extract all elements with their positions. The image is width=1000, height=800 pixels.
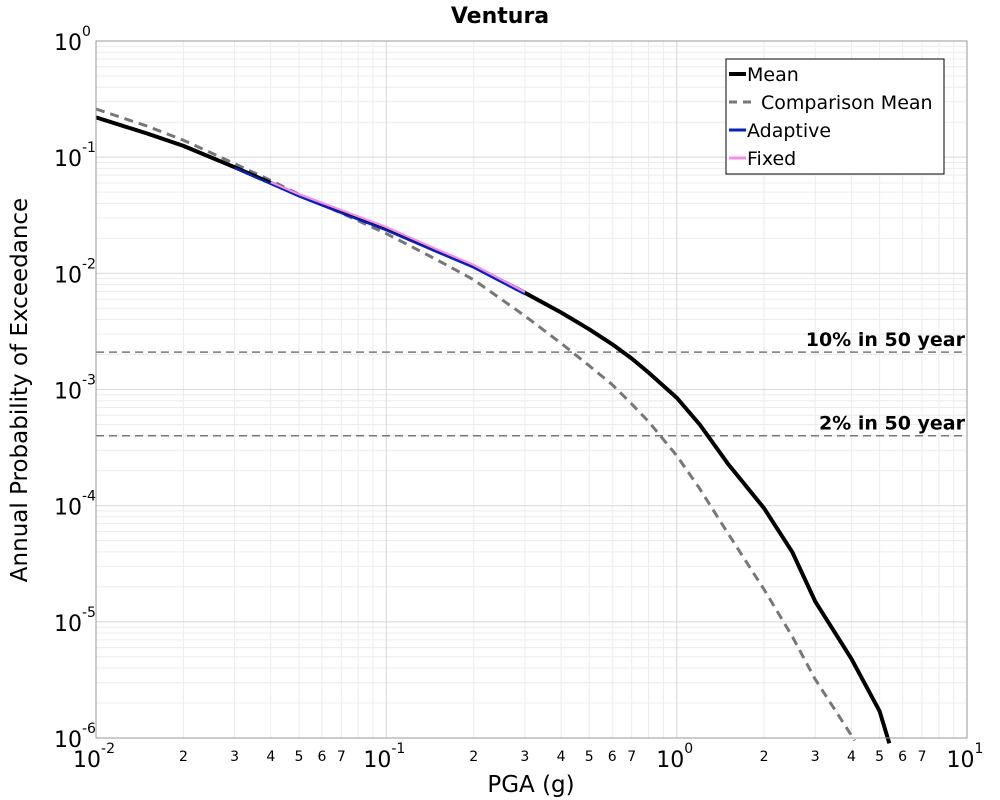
y-major-tick-label: 100 xyxy=(54,24,91,56)
legend-label: Fixed xyxy=(747,148,796,170)
x-minor-tick-label: 7 xyxy=(337,749,346,765)
y-major-tick-label: 10-2 xyxy=(54,256,96,288)
x-minor-tick-label: 5 xyxy=(875,749,884,765)
reference-line-label: 10% in 50 year xyxy=(806,329,966,351)
x-minor-tick-label: 2 xyxy=(760,749,769,765)
legend-label: Mean xyxy=(747,64,799,86)
legend: Mean Comparison Mean Adaptive Fixed xyxy=(725,58,945,175)
y-axis-ticks: 100 10-1 10-2 10-3 10-4 10-5 10-6 xyxy=(54,24,96,753)
y-major-tick-label: 10-5 xyxy=(54,605,96,637)
legend-label: Adaptive xyxy=(747,120,831,142)
reference-line-label: 2% in 50 year xyxy=(819,413,966,435)
x-minor-tick-label: 2 xyxy=(179,749,188,765)
legend-label: Comparison Mean xyxy=(761,92,933,114)
y-major-tick-label: 10-6 xyxy=(54,721,96,753)
x-minor-tick-label: 7 xyxy=(627,749,636,765)
chart-title: Ventura xyxy=(451,4,549,29)
x-minor-tick-label: 6 xyxy=(608,749,617,765)
series-line-adaptive xyxy=(234,166,526,296)
x-minor-tick-label: 6 xyxy=(317,749,326,765)
x-axis-title: PGA (g) xyxy=(487,772,574,798)
y-major-tick-label: 10-4 xyxy=(54,489,96,521)
series-layer xyxy=(95,107,892,744)
y-major-tick-label: 10-3 xyxy=(54,373,96,405)
x-minor-tick-label: 5 xyxy=(585,749,594,765)
legend-box xyxy=(725,58,945,175)
y-major-tick-label: 10-1 xyxy=(54,140,96,172)
x-minor-tick-label: 7 xyxy=(918,749,927,765)
x-minor-tick-label: 4 xyxy=(557,749,566,765)
x-minor-tick-label: 3 xyxy=(230,749,239,765)
y-axis-title: Annual Probability of Exceedance xyxy=(7,198,33,582)
x-major-tick-label: 100 xyxy=(656,741,693,773)
series-line-mean xyxy=(95,115,892,744)
reference-lines: 10% in 50 year 2% in 50 year xyxy=(96,329,967,437)
x-major-tick-label: 101 xyxy=(947,741,984,773)
series-line-comparison-mean xyxy=(95,107,856,742)
x-minor-tick-label: 3 xyxy=(811,749,820,765)
x-major-tick-label: 10-1 xyxy=(363,741,405,773)
series-line-fixed xyxy=(270,181,526,294)
x-minor-tick-label: 4 xyxy=(847,749,856,765)
x-minor-tick-label: 3 xyxy=(520,749,529,765)
x-minor-tick-label: 4 xyxy=(266,749,275,765)
x-minor-tick-label: 2 xyxy=(469,749,478,765)
x-minor-tick-label: 5 xyxy=(294,749,303,765)
x-minor-tick-label: 6 xyxy=(898,749,907,765)
plot-frame xyxy=(95,40,968,739)
x-major-tick-label: 10-2 xyxy=(73,741,115,773)
